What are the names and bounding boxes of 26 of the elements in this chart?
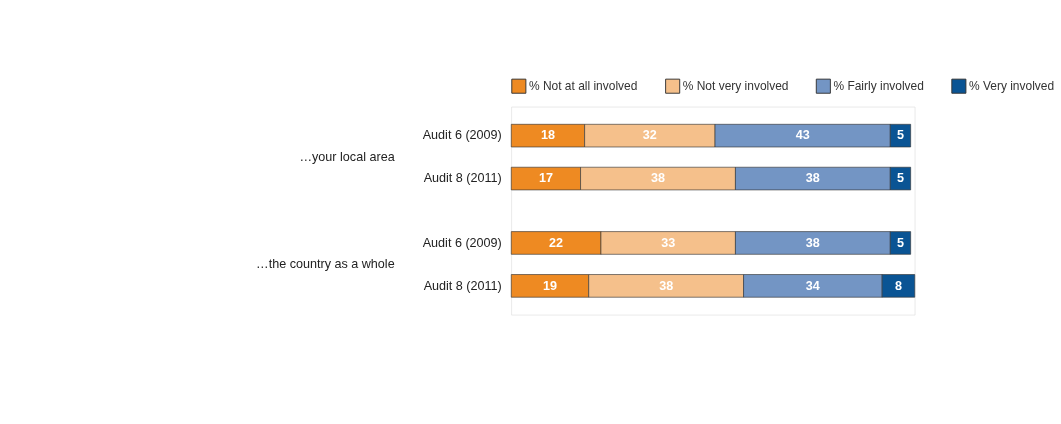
data-label: 19 bbox=[542, 278, 557, 293]
data-label: 18 bbox=[540, 128, 555, 143]
text: …your local area bbox=[299, 149, 395, 164]
y-tick-label: Audit 8 (2011) bbox=[423, 278, 502, 293]
data-label: 43 bbox=[795, 128, 810, 143]
data-label: 32 bbox=[642, 128, 657, 143]
legend-label: % Fairly involved bbox=[833, 78, 924, 93]
legend-label: % Very involved bbox=[968, 78, 1055, 93]
legend-label: % Not at all involved bbox=[528, 78, 638, 93]
y-tick-label: Audit 6 (2009) bbox=[422, 128, 502, 143]
data-label: 22 bbox=[549, 235, 564, 250]
data-label: 17 bbox=[538, 171, 553, 186]
data-label: 5 bbox=[896, 171, 904, 186]
data-label: 33 bbox=[661, 235, 676, 250]
legend-label: % Not very involved bbox=[682, 78, 789, 93]
y-tick-label: Audit 6 (2009) bbox=[422, 235, 502, 250]
data-label: 5 bbox=[896, 128, 904, 143]
data-label: 5 bbox=[896, 235, 904, 250]
y-tick-label: Audit 8 (2011) bbox=[423, 171, 502, 186]
data-label: 38 bbox=[805, 171, 820, 186]
data-label: 34 bbox=[805, 278, 820, 293]
data-label: 38 bbox=[659, 278, 674, 293]
text: …the country as a whole bbox=[256, 257, 395, 272]
data-label: 38 bbox=[650, 171, 665, 186]
data-label: 8 bbox=[894, 278, 902, 293]
data-label: 38 bbox=[805, 235, 820, 250]
